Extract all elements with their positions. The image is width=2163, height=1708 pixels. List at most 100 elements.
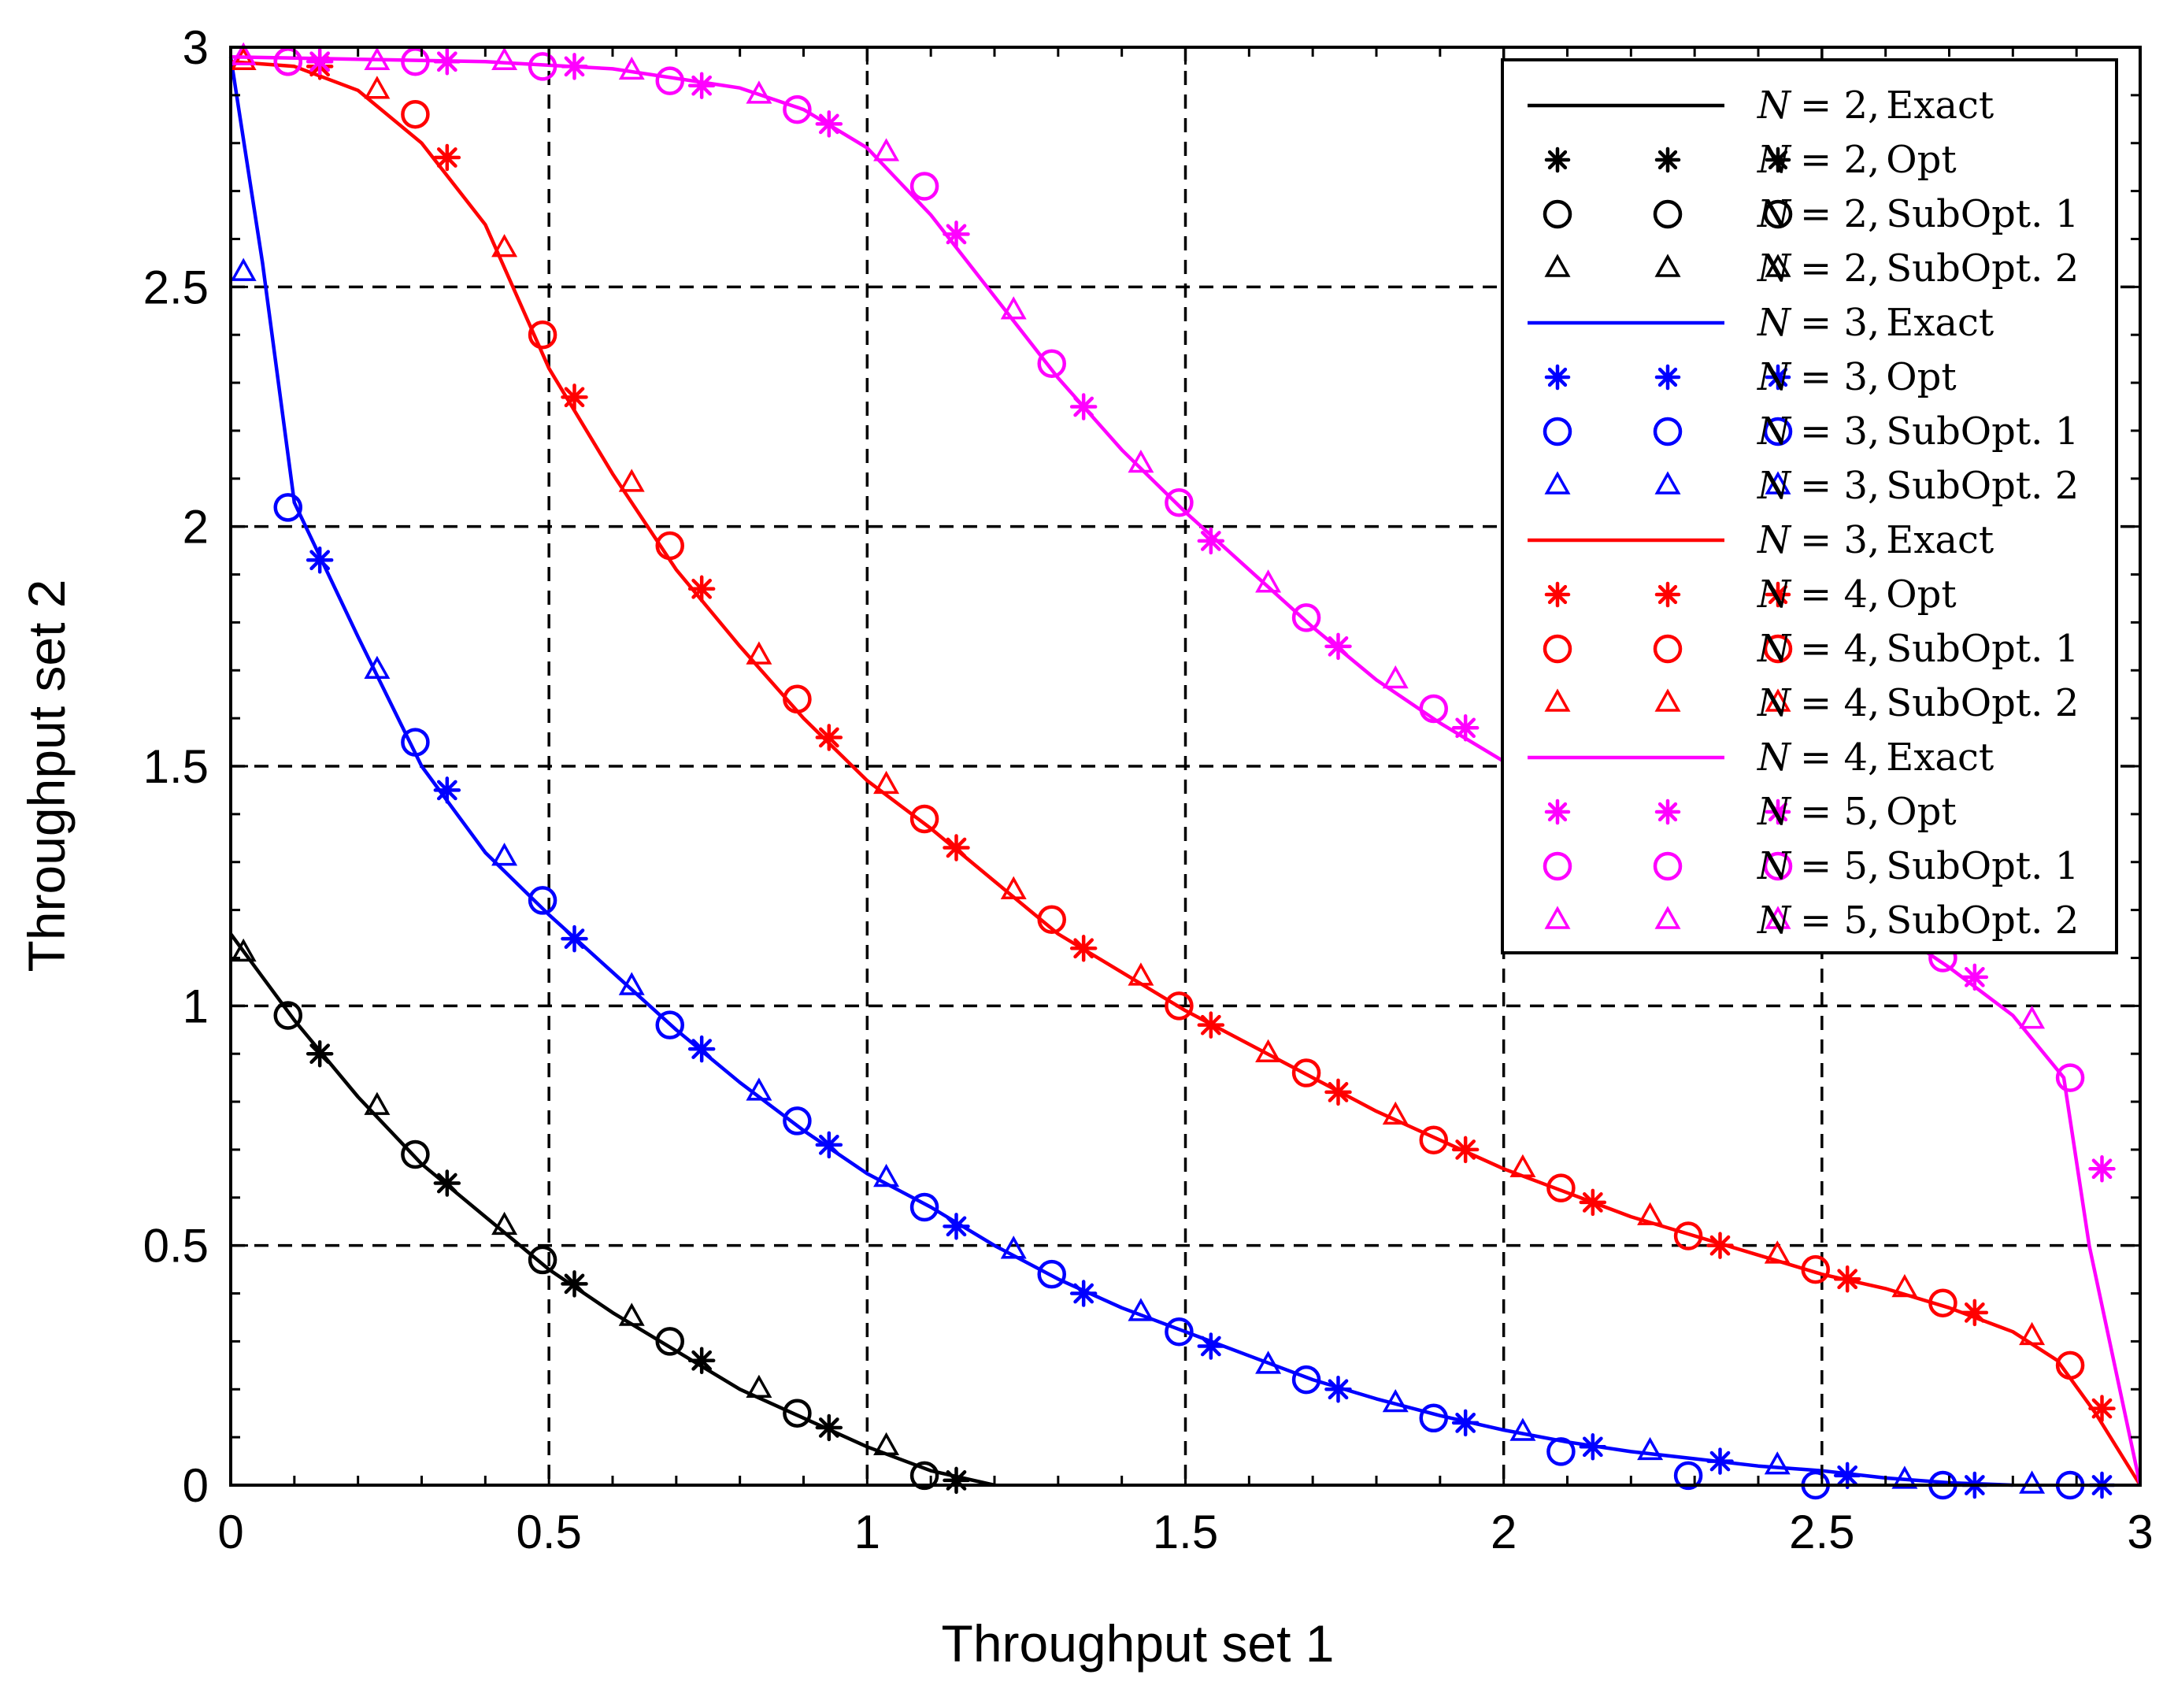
opt-point [1324, 1078, 1352, 1106]
opt-point [1451, 1136, 1480, 1164]
legend-triangle-swatch [1765, 471, 1791, 495]
legend-label: N = 2, SubOpt. 1 [1757, 192, 2079, 236]
legend-star-swatch [1544, 798, 1571, 825]
legend-circle-swatch [1763, 199, 1793, 229]
legend-n: N [1757, 464, 1792, 508]
opt-point [943, 1466, 970, 1495]
subopt2-point [1764, 1240, 1791, 1264]
legend-triangle-swatch [1654, 688, 1681, 712]
legend-eq: = 2, [1800, 83, 1880, 128]
legend-eq: = 3, [1800, 518, 1880, 562]
subopt1-point [1165, 1317, 1194, 1347]
opt-point [943, 1213, 970, 1240]
legend-star-swatch [1654, 146, 1681, 173]
legend-text-label: Exact [1886, 735, 1994, 780]
subopt2-point [2019, 1006, 2046, 1029]
legend-text-label: Opt [1886, 790, 1956, 834]
x-tick-label: 0.5 [516, 1506, 581, 1558]
subopt1-point [783, 1106, 812, 1136]
opt-point [687, 1035, 716, 1063]
legend-n: N [1757, 518, 1792, 562]
opt-point [943, 220, 970, 248]
opt-point [1706, 1447, 1734, 1475]
legend-n: N [1757, 355, 1792, 399]
opt-point [1451, 1409, 1480, 1437]
y-tick-label: 2 [183, 501, 209, 554]
subopt1-point [1673, 1221, 1703, 1250]
opt-point [1197, 527, 1225, 555]
legend-entry: N = 4, Exact [1528, 735, 1994, 780]
subopt1-point [1037, 349, 1066, 378]
subopt2-point [746, 641, 772, 665]
subopt2-point [1891, 1465, 1918, 1489]
legend-eq: = 4, [1800, 627, 1880, 671]
legend-entry: N = 3, Opt [1544, 355, 1957, 399]
opt-point [306, 546, 334, 574]
legend-circle-swatch [1763, 417, 1793, 446]
subopt2-point [1255, 1039, 1282, 1062]
x-tick-label: 1.5 [1153, 1506, 1218, 1558]
legend-n: N [1757, 409, 1792, 454]
subopt2-point [1764, 1451, 1791, 1475]
subopt1-point [655, 531, 684, 561]
legend-star-swatch [1544, 146, 1571, 173]
opt-point [1961, 1299, 1989, 1327]
opt-point [1833, 1265, 1861, 1293]
opt-point [2088, 1395, 2116, 1422]
legend-eq: = 3, [1800, 409, 1880, 454]
y-tick-label: 0.5 [143, 1220, 209, 1273]
subopt1-point [1928, 1288, 1957, 1317]
legend-entry: N = 4, SubOpt. 1 [1543, 627, 2079, 671]
opt-point [433, 1169, 461, 1197]
subopt2-point [230, 42, 257, 65]
subopt2-point [1000, 296, 1027, 320]
subopt2-point [873, 1163, 900, 1187]
legend-circle-swatch [1763, 634, 1793, 664]
legend-n: N [1757, 790, 1792, 834]
subopt2-point [1382, 1101, 1409, 1125]
legend-label: N = 4, SubOpt. 1 [1757, 627, 2079, 671]
legend-star-swatch [1654, 798, 1681, 825]
legend-star-swatch [1654, 364, 1681, 391]
subopt1-point [1419, 694, 1448, 724]
subopt1-point [401, 728, 430, 757]
legend-label: N = 5, SubOpt. 1 [1757, 844, 2079, 888]
opt-point [815, 1413, 843, 1442]
opt-point [815, 1131, 843, 1159]
opt-point [687, 72, 716, 99]
subopt2-point [2019, 1321, 2046, 1346]
legend-star-swatch [1544, 364, 1571, 391]
legend-entry: N = 3, Exact [1528, 518, 1994, 562]
legend-label: N = 3, Exact [1757, 301, 1994, 345]
legend-label: N = 3, Opt [1757, 355, 1957, 399]
subopt2-point [618, 972, 645, 995]
opt-point [561, 924, 588, 953]
subopt1-point [909, 804, 939, 834]
legend-text-label: SubOpt. 2 [1886, 464, 2079, 508]
subopt1-point [1037, 905, 1066, 935]
legend-triangle-swatch [1765, 906, 1791, 929]
exact-line [230, 60, 2142, 1487]
opt-point [433, 143, 461, 172]
subopt2-point [1382, 1388, 1409, 1413]
x-axis-label: Throughput set 1 [942, 1614, 1335, 1673]
subopt1-point [1291, 1058, 1321, 1087]
opt-point [1579, 1433, 1607, 1461]
subopt2-point [873, 1432, 900, 1456]
legend-label: N = 4, Opt [1757, 572, 1957, 617]
opt-point [1197, 1332, 1225, 1360]
subopt2-point [873, 138, 900, 161]
legend-text-label: SubOpt. 1 [1886, 192, 2079, 236]
legend-entry: N = 2, SubOpt. 1 [1543, 192, 2079, 236]
subopt1-point [401, 1139, 430, 1169]
legend-label: N = 4, Exact [1757, 735, 1994, 780]
subopt2-point [1000, 876, 1027, 900]
legend-eq: = 3, [1800, 464, 1880, 508]
opt-point [1069, 393, 1098, 421]
legend-text-label: Exact [1886, 518, 1994, 562]
subopt2-point [618, 56, 645, 80]
subopt2-point [491, 46, 518, 71]
legend-star-swatch [1765, 798, 1791, 825]
curve-group-1 [229, 932, 995, 1495]
opt-point [1451, 714, 1480, 742]
